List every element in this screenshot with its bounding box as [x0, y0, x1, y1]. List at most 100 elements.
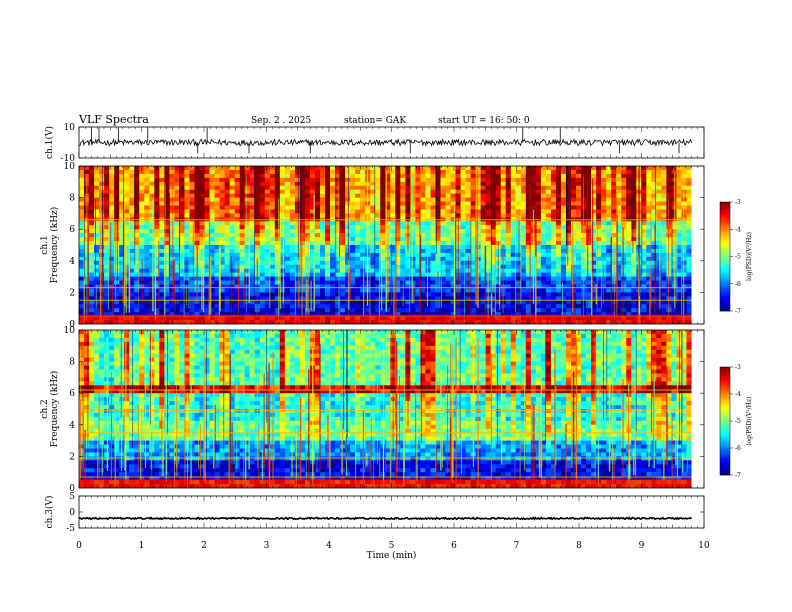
spectrogram-cell [194, 233, 200, 238]
spectrogram-cell [124, 245, 130, 250]
spectrogram-cell [515, 189, 522, 195]
spectrogram-cell [540, 177, 547, 183]
spectrogram-cell [104, 300, 110, 305]
spectrogram-cell [114, 296, 120, 301]
spectrogram-cell [641, 173, 647, 179]
spectrogram-cell [631, 312, 637, 317]
spectrogram-cell [269, 221, 276, 226]
spectrogram-cell [124, 308, 130, 313]
spectrogram-cell [154, 201, 160, 206]
spectrogram-cell [435, 241, 441, 246]
spectrogram-cell [99, 276, 105, 281]
spectrogram-cell [375, 256, 381, 262]
spectrogram-cell [164, 229, 170, 234]
spectrogram-cell [274, 205, 281, 210]
spectrogram-cell [470, 312, 477, 317]
spectrogram-cell [149, 169, 155, 175]
spectrogram-cell [606, 280, 612, 285]
spectrogram-cell [460, 241, 466, 246]
spectrogram-cell [304, 280, 311, 285]
spectrogram-cell [390, 169, 396, 175]
spectrogram-cell [490, 229, 497, 234]
spectrogram-cell [560, 169, 567, 175]
spectrogram-cell [450, 197, 456, 202]
spectrogram-cell [109, 292, 115, 297]
spectrogram-cell [99, 201, 105, 206]
spectrogram-cell [510, 185, 517, 191]
spectrogram-cell [355, 252, 361, 258]
spectrogram-cell [465, 237, 471, 242]
spectrogram-cell [651, 304, 657, 309]
spectrogram-cell [390, 276, 396, 281]
spectrogram-cell [641, 280, 647, 285]
spectrogram-cell [169, 173, 175, 179]
spectrogram-cell [601, 189, 607, 195]
spectrogram-cell [355, 189, 361, 195]
spectrogram-cell [274, 304, 281, 309]
spectrogram-cell [319, 264, 326, 270]
spectrogram-cell [325, 268, 331, 274]
spectrogram-cell [410, 237, 416, 242]
spectrogram-cell [621, 229, 627, 234]
spectrogram-cell [259, 197, 266, 202]
spectrogram-cell [114, 229, 120, 234]
spectrogram-cell [586, 276, 592, 281]
spectrogram-cell [626, 292, 632, 297]
spectrogram-cell [375, 284, 381, 289]
spectrogram-cell [204, 181, 210, 187]
spectrogram-cell [671, 169, 677, 175]
spectrogram-cell [525, 181, 532, 187]
spectrogram-cell [540, 237, 547, 242]
spectrogram-cell [114, 169, 120, 175]
spectrogram-cell [254, 213, 261, 218]
spectrogram-cell [515, 241, 522, 246]
spectrogram-cell [99, 229, 105, 234]
spectrogram-cell [269, 288, 276, 293]
spectrogram-cell [656, 173, 662, 179]
spectrogram-cell [676, 193, 682, 198]
spectrogram-cell [299, 166, 306, 171]
spectrogram-cell [325, 201, 331, 206]
spectrogram-cell [94, 312, 100, 317]
spectrogram-cell [79, 264, 85, 270]
spectrogram-cell [661, 312, 667, 317]
spectrogram-cell [440, 284, 446, 289]
spectrogram-cell [480, 201, 487, 206]
spectrogram-cell [355, 300, 361, 305]
spectrogram-cell [360, 284, 366, 289]
spectrogram-cell [139, 169, 145, 175]
spectrogram-cell [470, 248, 477, 254]
spectrogram-cell [586, 308, 592, 313]
spectrogram-cell [174, 205, 180, 210]
spectrogram-cell [330, 229, 336, 234]
spectrogram-cell [279, 304, 286, 309]
spectrogram-cell [576, 245, 582, 250]
spectrogram-cell [274, 241, 281, 246]
spectrogram-cell [545, 304, 552, 309]
spectrogram-cell [104, 201, 110, 206]
spectrogram-cell [540, 280, 547, 285]
spectrogram-cell [661, 288, 667, 293]
spectrogram-cell [440, 166, 446, 171]
spectrogram-cell [651, 276, 657, 281]
spectrogram-cell [490, 308, 497, 313]
spectrogram-cell [661, 173, 667, 179]
spectrogram-cell [465, 201, 471, 206]
spectrogram-cell [405, 312, 411, 317]
spectrogram-cell [626, 300, 632, 305]
spectrogram-cell [269, 248, 276, 254]
spectrogram-cell [309, 248, 316, 254]
spectrogram-cell [520, 185, 527, 191]
spectrogram-cell [314, 256, 321, 262]
spectrogram-cell [114, 173, 120, 179]
spectrogram-cell [254, 233, 261, 238]
spectrogram-cell [309, 229, 316, 234]
spectrogram-cell [294, 241, 301, 246]
spectrogram-cell [611, 252, 617, 258]
spectrogram-cell [420, 233, 426, 238]
spectrogram-cell [545, 201, 552, 206]
spectrogram-cell [666, 241, 672, 246]
spectrogram-cell [430, 252, 436, 258]
spectrogram-cell [465, 185, 471, 191]
spectrogram-cell [309, 304, 316, 309]
